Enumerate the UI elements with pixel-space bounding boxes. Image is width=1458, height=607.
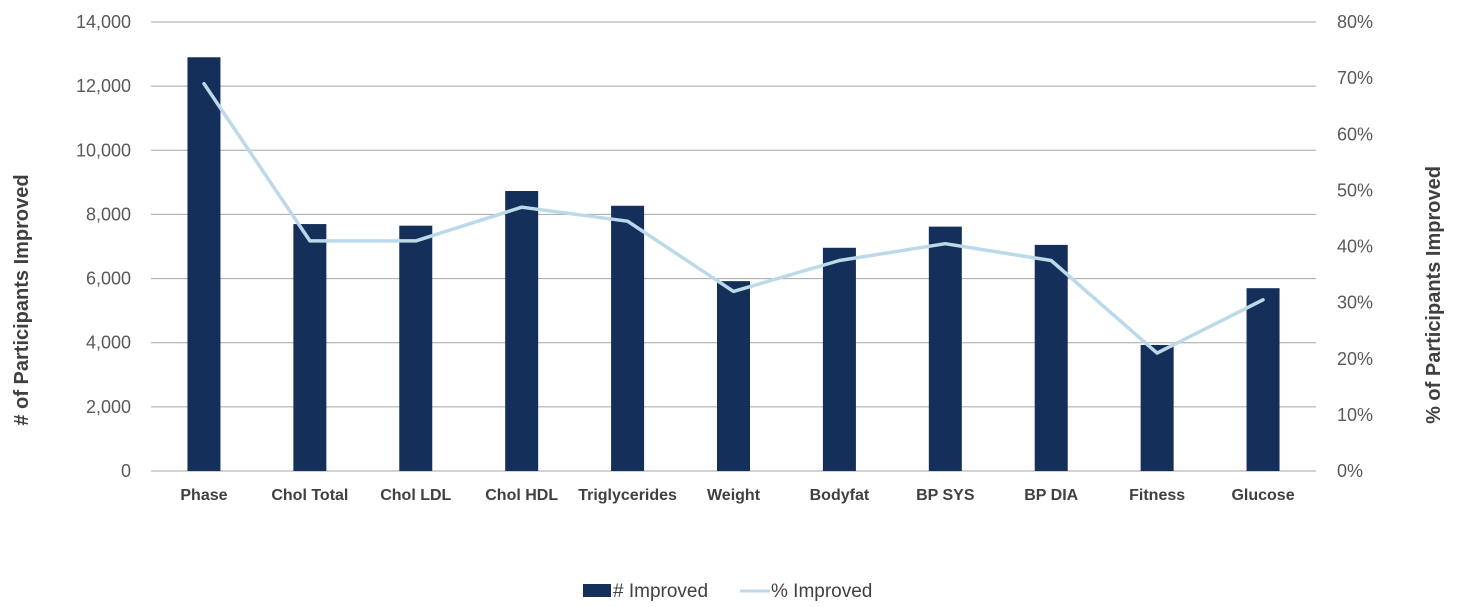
category-label: BP DIA [1024, 487, 1078, 504]
category-labels: Phase Chol Total Chol LDL Chol HDL Triglycer… [180, 487, 1294, 504]
bar-series [187, 57, 1280, 472]
category-label: Chol HDL [485, 487, 558, 504]
legend-label-bar: # Improved [613, 581, 708, 602]
right-axis-ticks: 0% 10% 20% 30% 40% 50% 60% 70% 80% [1337, 12, 1373, 481]
line-series [202, 81, 1265, 355]
bar [928, 226, 962, 471]
right-tick-label: 80% [1337, 12, 1373, 32]
bar [505, 191, 539, 472]
legend-swatch-bar [583, 584, 611, 597]
bar [611, 205, 645, 471]
left-tick-label: 14,000 [76, 12, 131, 32]
legend: # Improved % Improved [583, 581, 872, 602]
left-axis-ticks: 0 2,000 4,000 6,000 8,000 10,000 12,000 14,000 [76, 12, 131, 481]
right-tick-label: 20% [1337, 349, 1373, 369]
right-axis-title: % of Participants Improved [1423, 166, 1445, 424]
category-label: Bodyfat [810, 487, 870, 504]
bar [399, 225, 433, 471]
bar [717, 281, 750, 471]
series-line [202, 81, 1265, 355]
bar [293, 224, 327, 471]
right-tick-label: 40% [1337, 237, 1373, 257]
right-tick-label: 70% [1337, 68, 1373, 88]
category-label: Phase [180, 487, 227, 504]
right-tick-label: 30% [1337, 293, 1373, 313]
left-tick-label: 2,000 [86, 397, 131, 417]
right-tick-label: 50% [1337, 180, 1373, 200]
category-label: BP SYS [916, 487, 975, 504]
left-tick-label: 4,000 [86, 333, 131, 353]
bar [187, 57, 221, 472]
bar [1140, 344, 1174, 471]
right-tick-label: 10% [1337, 405, 1373, 425]
category-label: Weight [707, 487, 761, 504]
category-label: Triglycerides [578, 487, 677, 504]
right-tick-label: 60% [1337, 124, 1373, 144]
legend-label-line: % Improved [771, 581, 872, 602]
left-tick-label: 0 [121, 461, 131, 481]
bar [1246, 288, 1280, 471]
category-label: Chol LDL [380, 487, 451, 504]
category-label: Glucose [1231, 487, 1294, 504]
left-tick-label: 8,000 [86, 204, 131, 224]
left-axis-title: # of Participants Improved [11, 174, 33, 425]
category-label: Fitness [1129, 487, 1185, 504]
bar [1034, 244, 1068, 471]
bar [822, 247, 856, 471]
left-tick-label: 10,000 [76, 140, 131, 160]
right-tick-label: 0% [1337, 461, 1363, 481]
left-tick-label: 12,000 [76, 76, 131, 96]
category-label: Chol Total [271, 487, 348, 504]
left-tick-label: 6,000 [86, 269, 131, 289]
